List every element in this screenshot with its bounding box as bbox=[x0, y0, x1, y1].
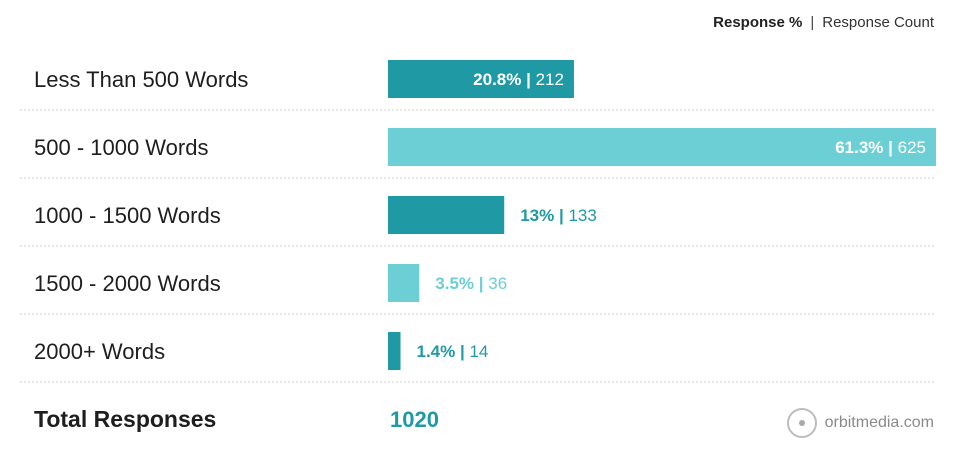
data-label: 1.4% | 14 bbox=[417, 342, 489, 361]
brand-watermark: orbitmedia.com bbox=[786, 408, 934, 438]
data-label: 20.8% | 212 bbox=[473, 70, 564, 89]
brand-name: orbitmedia.com bbox=[824, 414, 934, 431]
total-responses-value: 1020 bbox=[390, 407, 439, 432]
bar bbox=[388, 196, 505, 234]
category-label: 2000+ Words bbox=[34, 339, 165, 364]
total-responses-label: Total Responses bbox=[34, 406, 217, 432]
bar bbox=[388, 60, 574, 98]
bar bbox=[388, 332, 401, 370]
category-label: 1000 - 1500 Words bbox=[34, 203, 221, 228]
bar bbox=[388, 128, 936, 166]
data-label: 61.3% | 625 bbox=[835, 138, 926, 157]
legend-response-count: Response Count bbox=[822, 14, 934, 31]
orbit-logo-icon bbox=[786, 408, 817, 438]
bar-chart: Less Than 500 Words 20.8% | 212 500 - 1000… bbox=[20, 60, 936, 383]
data-label: 13% | 133 bbox=[520, 206, 597, 225]
legend-response-percent: Response % bbox=[713, 14, 803, 31]
data-label: 3.5% | 36 bbox=[435, 274, 507, 293]
category-label: Less Than 500 Words bbox=[34, 67, 248, 92]
category-label: 500 - 1000 Words bbox=[34, 135, 208, 160]
chart-legend: Response % | Response Count bbox=[713, 14, 934, 31]
legend-separator: | bbox=[810, 14, 815, 31]
category-label: 1500 - 2000 Words bbox=[34, 271, 221, 296]
bar bbox=[388, 264, 420, 302]
